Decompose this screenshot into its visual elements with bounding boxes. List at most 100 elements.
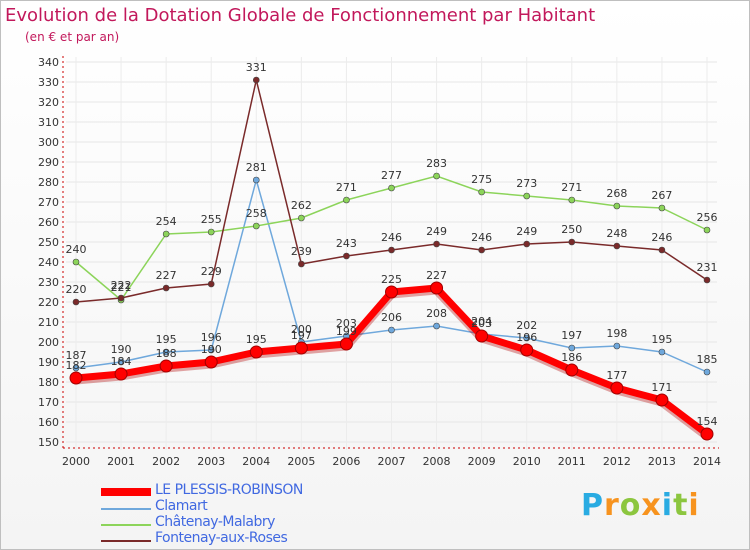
data-point <box>204 355 218 369</box>
x-tick-label: 2000 <box>62 455 90 468</box>
legend-swatch <box>101 540 151 542</box>
data-point <box>658 246 666 254</box>
data-label: 275 <box>471 173 492 186</box>
data-label: 248 <box>606 227 627 240</box>
data-point <box>568 196 576 204</box>
data-label: 196 <box>201 331 222 344</box>
data-label: 267 <box>651 189 672 202</box>
data-point <box>69 371 83 385</box>
data-label: 255 <box>201 213 222 226</box>
data-point <box>339 337 353 351</box>
data-label: 198 <box>606 327 627 340</box>
x-tick-label: 2010 <box>513 455 541 468</box>
data-label: 250 <box>561 223 582 236</box>
data-label: 229 <box>201 265 222 278</box>
data-point <box>72 298 80 306</box>
data-label: 197 <box>291 329 312 342</box>
data-point <box>343 252 350 260</box>
data-label: 273 <box>516 177 537 190</box>
data-label: 190 <box>201 343 222 356</box>
data-label: 258 <box>246 207 267 220</box>
data-point <box>388 184 395 192</box>
data-label: 246 <box>381 231 402 244</box>
data-label: 182 <box>66 359 87 372</box>
data-label: 268 <box>606 187 627 200</box>
data-label: 195 <box>156 333 177 346</box>
data-point <box>294 341 308 355</box>
legend-label: Fontenay-aux-Roses <box>155 530 288 546</box>
y-tick-label: 180 <box>38 376 59 389</box>
data-label: 177 <box>606 369 627 382</box>
logo-letter: t <box>673 488 689 523</box>
data-label: 204 <box>471 315 492 328</box>
data-point <box>207 280 215 288</box>
data-point <box>700 427 714 441</box>
data-label: 271 <box>561 181 582 194</box>
y-tick-label: 170 <box>38 396 59 409</box>
y-tick-label: 230 <box>38 276 59 289</box>
data-point <box>385 285 398 299</box>
data-point <box>520 343 534 357</box>
data-label: 331 <box>246 61 267 74</box>
data-label: 203 <box>471 317 492 330</box>
y-tick-label: 200 <box>38 336 59 349</box>
data-label: 256 <box>697 211 718 224</box>
data-label: 262 <box>291 199 312 212</box>
y-tick-label: 310 <box>38 116 59 129</box>
legend-swatch <box>101 524 151 526</box>
x-tick-label: 2009 <box>468 455 496 468</box>
y-tick-label: 250 <box>38 236 59 249</box>
data-label: 200 <box>291 323 312 336</box>
data-point <box>568 344 576 352</box>
data-point <box>298 214 305 222</box>
data-point <box>568 238 576 246</box>
x-tick-label: 2001 <box>107 455 135 468</box>
data-point <box>703 276 711 284</box>
x-tick-label: 2005 <box>287 455 315 468</box>
y-tick-label: 340 <box>38 56 59 69</box>
y-tick-label: 290 <box>38 156 59 169</box>
proxiti-logo: Proxiti <box>581 488 700 523</box>
data-label: 185 <box>697 353 718 366</box>
chart-title: Evolution de la Dotation Globale de Fonc… <box>5 5 596 26</box>
data-point <box>565 363 579 377</box>
data-label: 239 <box>291 245 312 258</box>
data-point <box>703 368 711 376</box>
data-point <box>72 258 80 266</box>
x-tick-label: 2008 <box>423 455 451 468</box>
data-label: 277 <box>381 169 402 182</box>
data-label: 246 <box>651 231 672 244</box>
data-point <box>433 172 440 180</box>
data-point <box>343 196 350 204</box>
chart-subtitle: (en € et par an) <box>25 30 120 44</box>
data-label: 227 <box>156 269 177 282</box>
x-tick-label: 2006 <box>332 455 360 468</box>
data-point <box>613 342 621 350</box>
data-point <box>207 228 215 236</box>
data-point <box>523 192 531 200</box>
data-label: 171 <box>651 381 672 394</box>
x-tick-label: 2011 <box>558 455 586 468</box>
data-point <box>655 393 669 407</box>
data-label: 203 <box>336 317 357 330</box>
data-label: 197 <box>561 329 582 342</box>
y-tick-label: 240 <box>38 256 59 269</box>
data-label: 271 <box>336 181 357 194</box>
legend-swatch <box>101 488 151 496</box>
data-point <box>613 202 621 210</box>
data-point <box>478 246 485 254</box>
logo-letter: i <box>661 488 674 523</box>
data-point <box>475 329 489 343</box>
data-label: 249 <box>426 225 447 238</box>
data-label: 187 <box>66 349 87 362</box>
data-point <box>162 284 170 292</box>
data-label: 222 <box>111 279 132 292</box>
logo-letter: o <box>619 488 642 523</box>
data-point <box>298 260 305 268</box>
y-tick-label: 210 <box>38 316 59 329</box>
x-tick-label: 2004 <box>242 455 270 468</box>
legend-item: LE PLESSIS-ROBINSON <box>101 482 401 500</box>
logo-letter: x <box>641 488 662 523</box>
logo-letter: r <box>604 488 620 523</box>
